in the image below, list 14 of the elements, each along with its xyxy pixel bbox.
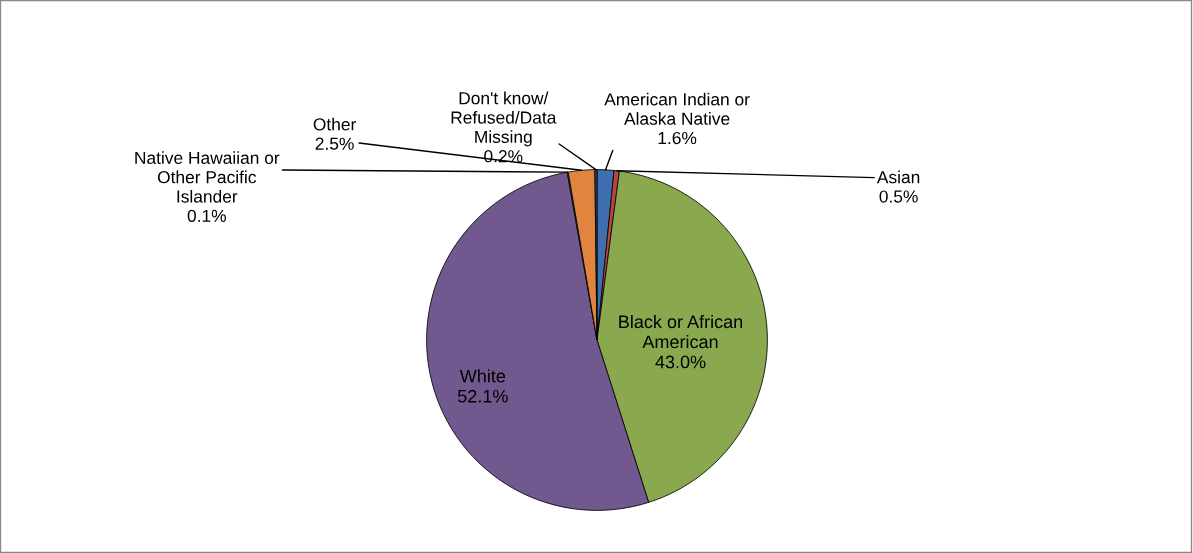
data-label: 43.0% <box>655 355 706 369</box>
slice-label: American Indian or Alaska Native <box>604 92 750 125</box>
slice-label: Asian <box>876 170 920 184</box>
data-label: 0.1% <box>187 209 226 222</box>
slice-label: Don't know/ Refused/Data Missing <box>451 91 557 147</box>
data-label: 1.6% <box>658 131 697 145</box>
slice-label: White <box>459 369 506 383</box>
slice-label: Other <box>313 117 357 131</box>
data-label: 0.2% <box>484 150 523 163</box>
data-label: 0.5% <box>879 190 918 203</box>
data-label: 2.5% <box>315 137 354 150</box>
data-label: 52.1% <box>457 389 508 403</box>
slice-label: Black or African American <box>619 314 743 349</box>
slice-label: Native Hawaiian or Other Pacific Islander <box>135 151 280 203</box>
